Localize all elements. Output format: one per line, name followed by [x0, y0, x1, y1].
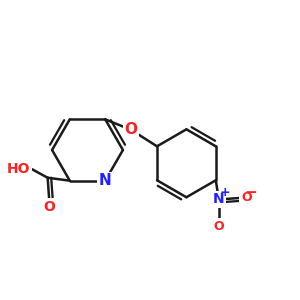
Text: O: O	[214, 220, 224, 233]
Text: −: −	[244, 185, 257, 200]
Text: N: N	[213, 193, 225, 206]
Text: O: O	[124, 122, 138, 137]
Text: O: O	[241, 191, 251, 205]
Text: O: O	[43, 200, 55, 214]
Text: N: N	[99, 173, 112, 188]
Text: HO: HO	[6, 162, 30, 176]
Text: +: +	[220, 187, 231, 200]
